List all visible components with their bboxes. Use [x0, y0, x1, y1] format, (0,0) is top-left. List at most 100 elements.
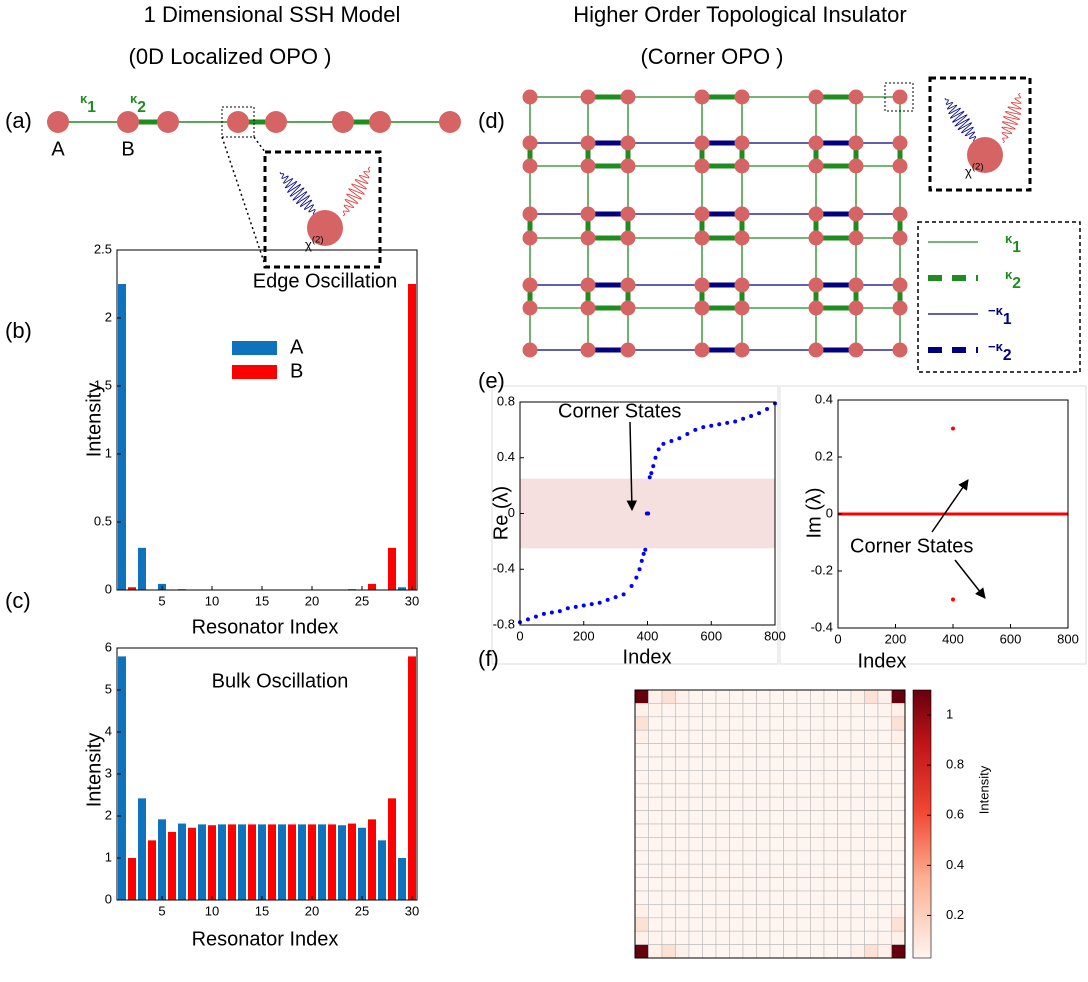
heat-cell	[742, 850, 757, 865]
bar	[228, 824, 236, 900]
heat-cell	[823, 877, 838, 892]
heat-cell	[648, 944, 663, 959]
colorbar-tick-label: 0.6	[946, 807, 964, 822]
resonator	[620, 89, 636, 105]
heat-cell	[661, 837, 676, 852]
heat-cell	[648, 917, 663, 932]
point	[709, 423, 714, 428]
heat-cell	[675, 930, 690, 945]
heat-cell	[702, 837, 717, 852]
bar	[358, 827, 366, 900]
heat-cell	[769, 823, 784, 838]
heat-cell	[742, 729, 757, 744]
heat-cell	[823, 944, 838, 959]
heat-cell	[634, 850, 649, 865]
heat-cell	[783, 823, 798, 838]
heat-cell	[850, 743, 865, 758]
x-tick-label: 30	[405, 593, 419, 608]
bar	[128, 858, 136, 900]
heat-cell	[823, 810, 838, 825]
heat-cell	[634, 716, 649, 731]
point	[597, 600, 602, 605]
bar	[408, 284, 416, 590]
heat-cell	[837, 783, 852, 798]
heat-cell	[850, 796, 865, 811]
resonator	[620, 300, 636, 316]
x-axis-label: Resonator Index	[192, 928, 339, 950]
heat-cell	[769, 837, 784, 852]
heat-cell	[783, 783, 798, 798]
heat-cell	[742, 863, 757, 878]
x-tick-label: 600	[1000, 631, 1022, 646]
pump-wave	[279, 171, 318, 217]
heat-cell	[648, 689, 663, 704]
heat-cell	[715, 877, 730, 892]
point	[549, 610, 554, 615]
heat-cell	[783, 930, 798, 945]
heat-cell	[810, 823, 825, 838]
resonator	[620, 230, 636, 246]
heat-cell	[648, 877, 663, 892]
point	[565, 606, 570, 611]
heat-cell	[756, 689, 771, 704]
heat-cell	[891, 944, 906, 959]
heat-cell	[675, 810, 690, 825]
resonator	[157, 111, 179, 133]
heat-cell	[769, 917, 784, 932]
heat-cell	[837, 689, 852, 704]
heat-cell	[675, 770, 690, 785]
heat-cell	[823, 689, 838, 704]
heat-cell	[756, 796, 771, 811]
heat-cell	[661, 756, 676, 771]
heat-cell	[891, 930, 906, 945]
heat-cell	[783, 689, 798, 704]
heat-cell	[675, 756, 690, 771]
heat-cell	[715, 823, 730, 838]
heat-cell	[634, 930, 649, 945]
heat-cell	[769, 890, 784, 905]
heat-cell	[675, 890, 690, 905]
heat-cell	[675, 729, 690, 744]
heat-cell	[891, 810, 906, 825]
x-tick-label: 200	[885, 631, 907, 646]
x-tick-label: 800	[764, 628, 786, 643]
heat-cell	[877, 904, 892, 919]
point	[639, 558, 644, 563]
point	[525, 617, 530, 622]
resonator	[848, 300, 864, 316]
bar	[378, 840, 386, 900]
heat-cell	[634, 944, 649, 959]
heat-cell	[864, 770, 879, 785]
heat-cell	[783, 944, 798, 959]
bar	[138, 547, 146, 590]
heat-cell	[675, 783, 690, 798]
heat-cell	[769, 756, 784, 771]
heat-cell	[837, 863, 852, 878]
heat-cell	[702, 930, 717, 945]
resonator	[620, 342, 636, 358]
heat-cell	[769, 729, 784, 744]
chi-label-symbol: χ	[305, 237, 312, 252]
heat-cell	[850, 716, 865, 731]
resonator	[522, 230, 538, 246]
heat-cell	[796, 796, 811, 811]
heat-cell	[891, 837, 906, 852]
y-axis-label: Im (λ)	[803, 487, 825, 538]
zoom-box	[221, 106, 255, 138]
heat-cell	[688, 796, 703, 811]
heat-cell	[702, 850, 717, 865]
bar	[138, 798, 146, 900]
heat-cell	[796, 770, 811, 785]
heat-cell	[796, 689, 811, 704]
heat-cell	[675, 796, 690, 811]
heat-cell	[715, 796, 730, 811]
heat-cell	[823, 783, 838, 798]
heat-cell	[661, 877, 676, 892]
heat-cell	[877, 703, 892, 718]
bar	[398, 858, 406, 900]
bar	[318, 824, 326, 900]
heat-cell	[864, 756, 879, 771]
heat-cell	[648, 837, 663, 852]
heat-cell	[796, 743, 811, 758]
